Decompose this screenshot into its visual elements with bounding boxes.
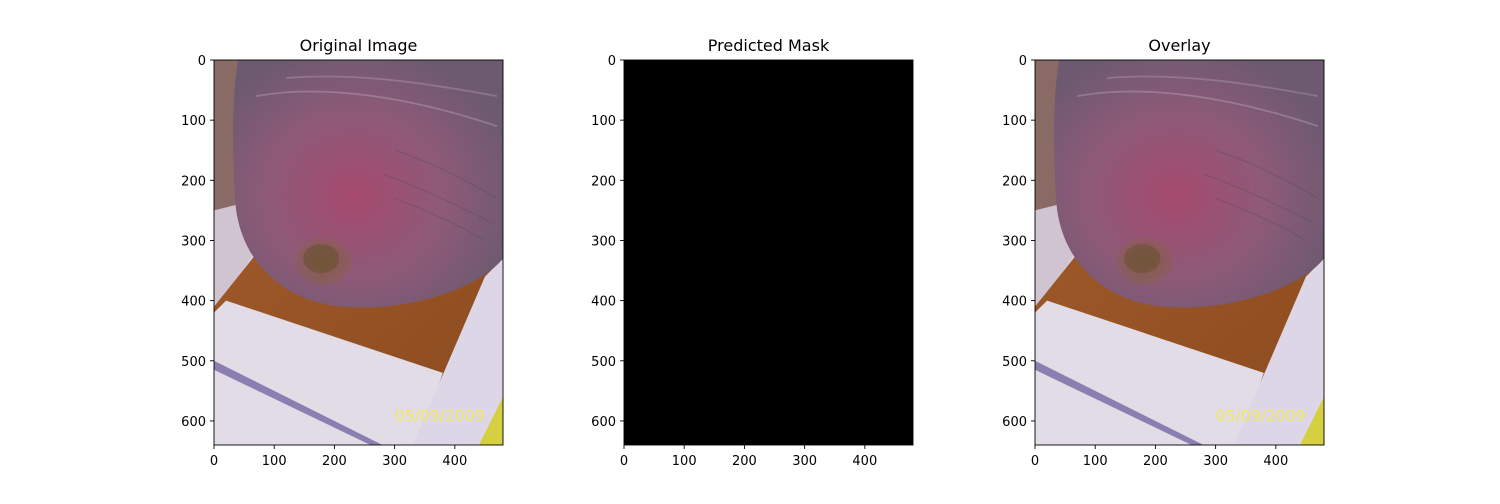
original-image-ytick-label: 600 [181, 415, 206, 430]
overlay-ytick-label: 200 [1002, 174, 1027, 189]
predicted-mask-xtick-label: 200 [732, 454, 757, 469]
predicted-mask-xtick-label: 300 [792, 454, 817, 469]
original-image-xtick-label: 100 [262, 454, 287, 469]
overlay-panel: Overlay 05/09/2009 0 100 200 300 400 0 100 200 300… [1002, 36, 1325, 469]
overlay-ytick-label: 500 [1002, 355, 1027, 370]
original-image-ytick-label: 200 [181, 174, 206, 189]
original-image-xtick-label: 400 [442, 454, 467, 469]
predicted-mask-ytick-label: 400 [591, 295, 616, 310]
predicted-mask-ytick-label: 0 [608, 54, 616, 69]
original-image-ytick-label: 400 [181, 295, 206, 310]
original-image-ytick-label: 100 [181, 114, 206, 129]
overlay-date-stamp: 05/09/2009 [1216, 406, 1306, 425]
original-image-ytick-label: 500 [181, 355, 206, 370]
overlay-ytick-label: 400 [1002, 295, 1027, 310]
overlay-ytick-label: 300 [1002, 234, 1027, 249]
original-image-xtick-label: 300 [382, 454, 407, 469]
predicted-mask-xtick-label: 100 [672, 454, 697, 469]
original-image-xtick-label: 0 [210, 454, 218, 469]
overlay-photo-image: 05/09/2009 [1035, 60, 1324, 446]
overlay-xtick-label: 0 [1031, 454, 1039, 469]
overlay-ytick-label: 100 [1002, 114, 1027, 129]
predicted-mask-title: Predicted Mask [708, 36, 830, 55]
overlay-xtick-label: 300 [1203, 454, 1228, 469]
original-image-xtick-label: 200 [322, 454, 347, 469]
original-image-panel: Original Image 05/09/2009 0 100 200 300 400 0 10… [181, 36, 504, 469]
overlay-ytick-label: 600 [1002, 415, 1027, 430]
overlay-ytick-label: 0 [1019, 54, 1027, 69]
predicted-mask-ytick-label: 100 [591, 114, 616, 129]
overlay-xtick-label: 400 [1263, 454, 1288, 469]
predicted-mask-xtick-label: 400 [852, 454, 877, 469]
predicted-mask-ytick-label: 300 [591, 234, 616, 249]
original-image-photo-image: 05/09/2009 [214, 60, 503, 446]
overlay-axes-frame [1034, 59, 1325, 446]
original-image-ytick-label: 300 [181, 234, 206, 249]
predicted-mask-axes-frame [623, 59, 914, 446]
predicted-mask-ytick-label: 200 [591, 174, 616, 189]
overlay-title: Overlay [1148, 36, 1210, 55]
original-image-axes-frame [213, 59, 504, 446]
predicted-mask-panel: Predicted Mask 0 100 200 300 400 0 100 200 300 400… [591, 36, 914, 469]
predicted-mask-ytick-label: 600 [591, 415, 616, 430]
overlay-xtick-label: 200 [1143, 454, 1168, 469]
predicted-mask-mask-image [624, 60, 913, 445]
predicted-mask-xtick-label: 0 [620, 454, 628, 469]
overlay-xtick-label: 100 [1083, 454, 1108, 469]
original-image-date-stamp: 05/09/2009 [395, 406, 485, 425]
original-image-title: Original Image [300, 36, 418, 55]
original-image-ytick-label: 0 [198, 54, 206, 69]
predicted-mask-ytick-label: 500 [591, 355, 616, 370]
